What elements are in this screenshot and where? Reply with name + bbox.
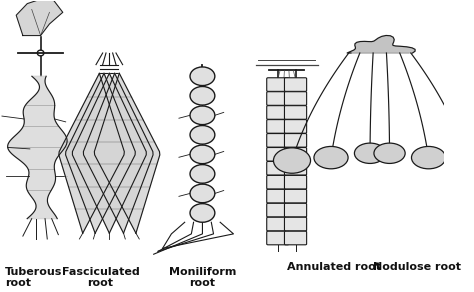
FancyBboxPatch shape <box>284 189 307 203</box>
FancyBboxPatch shape <box>267 120 289 133</box>
FancyBboxPatch shape <box>284 106 307 119</box>
Polygon shape <box>83 73 153 233</box>
FancyBboxPatch shape <box>284 161 307 175</box>
FancyBboxPatch shape <box>284 92 307 105</box>
Ellipse shape <box>190 86 215 105</box>
FancyBboxPatch shape <box>267 78 289 91</box>
FancyBboxPatch shape <box>267 175 289 189</box>
FancyBboxPatch shape <box>267 189 289 203</box>
Polygon shape <box>16 0 63 36</box>
FancyBboxPatch shape <box>284 78 307 91</box>
FancyBboxPatch shape <box>267 217 289 231</box>
Polygon shape <box>8 76 67 219</box>
FancyBboxPatch shape <box>267 161 289 175</box>
Ellipse shape <box>190 184 215 203</box>
Ellipse shape <box>190 67 215 86</box>
FancyBboxPatch shape <box>284 147 307 161</box>
Polygon shape <box>59 73 124 233</box>
FancyBboxPatch shape <box>284 203 307 217</box>
FancyBboxPatch shape <box>284 120 307 133</box>
Ellipse shape <box>190 204 215 222</box>
FancyBboxPatch shape <box>284 175 307 189</box>
Ellipse shape <box>449 148 474 173</box>
Ellipse shape <box>314 146 348 169</box>
Text: Tuberous
root: Tuberous root <box>5 267 63 288</box>
Text: Moniliform
root: Moniliform root <box>169 267 236 288</box>
Ellipse shape <box>411 146 446 169</box>
Ellipse shape <box>374 143 405 164</box>
FancyBboxPatch shape <box>267 133 289 147</box>
FancyBboxPatch shape <box>267 106 289 119</box>
FancyBboxPatch shape <box>284 133 307 147</box>
Ellipse shape <box>355 143 386 164</box>
Ellipse shape <box>273 148 310 173</box>
FancyBboxPatch shape <box>267 231 289 245</box>
Polygon shape <box>65 73 135 233</box>
Polygon shape <box>94 73 160 233</box>
Ellipse shape <box>190 145 215 164</box>
Polygon shape <box>347 35 415 53</box>
Text: Fasciculated
root: Fasciculated root <box>62 267 139 288</box>
Ellipse shape <box>190 165 215 183</box>
Ellipse shape <box>190 106 215 125</box>
Ellipse shape <box>190 126 215 144</box>
FancyBboxPatch shape <box>284 231 307 245</box>
FancyBboxPatch shape <box>267 147 289 161</box>
FancyBboxPatch shape <box>267 203 289 217</box>
Text: Nodulose root: Nodulose root <box>373 263 461 272</box>
FancyBboxPatch shape <box>267 92 289 105</box>
FancyBboxPatch shape <box>284 217 307 231</box>
Text: Annulated root: Annulated root <box>287 263 381 272</box>
Polygon shape <box>73 73 146 233</box>
